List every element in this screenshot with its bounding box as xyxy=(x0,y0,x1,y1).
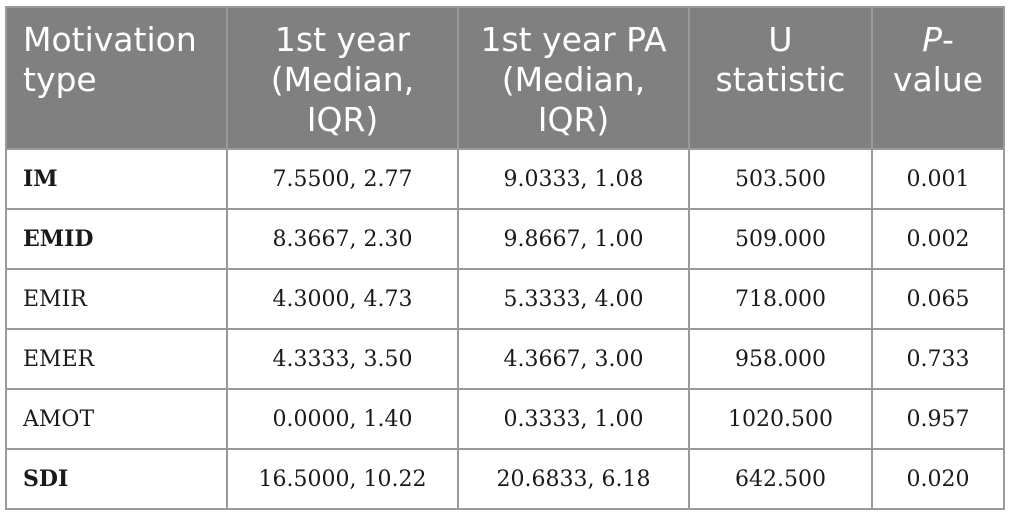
cell-first-year-pa: 4.3667, 3.00 xyxy=(457,328,690,390)
cell-p-value: 0.002 xyxy=(871,208,1005,270)
table-row: EMID 8.3667, 2.30 9.8667, 1.00 509.000 0… xyxy=(5,208,1005,270)
cell-motivation-type: AMOT xyxy=(5,388,228,450)
cell-motivation-type: SDI xyxy=(5,448,228,510)
table-row: AMOT 0.0000, 1.40 0.3333, 1.00 1020.500 … xyxy=(5,388,1005,450)
header-motivation-type-line-1: Motivation xyxy=(23,20,197,59)
header-motivation-type: Motivation type xyxy=(5,6,228,150)
header-first-year-pa-line-2: (Median, xyxy=(501,60,646,99)
cell-first-year: 0.0000, 1.40 xyxy=(226,388,459,450)
header-u-statistic-line-1: U xyxy=(768,20,793,59)
cell-motivation-type: EMER xyxy=(5,328,228,390)
cell-p-value: 0.733 xyxy=(871,328,1005,390)
table-row: EMIR 4.3000, 4.73 5.3333, 4.00 718.000 0… xyxy=(5,268,1005,330)
results-table: Motivation type 1st year (Median, IQR) 1… xyxy=(5,6,1005,510)
header-p-value: P- value xyxy=(871,6,1005,150)
results-table-container: Motivation type 1st year (Median, IQR) 1… xyxy=(5,6,1005,510)
header-p-italic: P xyxy=(922,20,942,59)
header-row: Motivation type 1st year (Median, IQR) 1… xyxy=(5,6,1005,150)
cell-u-statistic: 509.000 xyxy=(688,208,873,270)
cell-first-year: 4.3333, 3.50 xyxy=(226,328,459,390)
cell-p-value: 0.001 xyxy=(871,148,1005,210)
header-u-statistic-line-2: statistic xyxy=(715,60,846,99)
header-p-suffix: - xyxy=(941,20,954,59)
header-motivation-type-line-2: type xyxy=(23,60,97,99)
cell-p-value: 0.065 xyxy=(871,268,1005,330)
table-row: IM 7.5500, 2.77 9.0333, 1.08 503.500 0.0… xyxy=(5,148,1005,210)
header-p-value-line-1: P- xyxy=(873,20,1003,60)
header-first-year-line-3: IQR) xyxy=(306,100,379,139)
cell-p-value: 0.957 xyxy=(871,388,1005,450)
cell-u-statistic: 1020.500 xyxy=(688,388,873,450)
cell-p-value: 0.020 xyxy=(871,448,1005,510)
header-first-year-pa: 1st year PA (Median, IQR) xyxy=(457,6,690,150)
header-u-statistic: U statistic xyxy=(688,6,873,150)
cell-first-year-pa: 0.3333, 1.00 xyxy=(457,388,690,450)
cell-u-statistic: 503.500 xyxy=(688,148,873,210)
header-first-year-pa-line-3: IQR) xyxy=(537,100,610,139)
table-row: SDI 16.5000, 10.22 20.6833, 6.18 642.500… xyxy=(5,448,1005,510)
cell-u-statistic: 958.000 xyxy=(688,328,873,390)
cell-u-statistic: 642.500 xyxy=(688,448,873,510)
cell-motivation-type: IM xyxy=(5,148,228,210)
header-first-year-pa-line-1: 1st year PA xyxy=(480,20,667,59)
cell-first-year: 4.3000, 4.73 xyxy=(226,268,459,330)
cell-motivation-type: EMID xyxy=(5,208,228,270)
table-body: IM 7.5500, 2.77 9.0333, 1.08 503.500 0.0… xyxy=(5,148,1005,510)
cell-first-year: 16.5000, 10.22 xyxy=(226,448,459,510)
cell-first-year-pa: 9.8667, 1.00 xyxy=(457,208,690,270)
cell-first-year-pa: 20.6833, 6.18 xyxy=(457,448,690,510)
table-row: EMER 4.3333, 3.50 4.3667, 3.00 958.000 0… xyxy=(5,328,1005,390)
cell-u-statistic: 718.000 xyxy=(688,268,873,330)
table-header: Motivation type 1st year (Median, IQR) 1… xyxy=(5,6,1005,150)
header-first-year: 1st year (Median, IQR) xyxy=(226,6,459,150)
cell-first-year-pa: 5.3333, 4.00 xyxy=(457,268,690,330)
header-p-value-line-2: value xyxy=(892,60,984,99)
cell-first-year-pa: 9.0333, 1.08 xyxy=(457,148,690,210)
cell-motivation-type: EMIR xyxy=(5,268,228,330)
header-first-year-line-2: (Median, xyxy=(270,60,415,99)
cell-first-year: 8.3667, 2.30 xyxy=(226,208,459,270)
header-first-year-line-1: 1st year xyxy=(274,20,411,59)
cell-first-year: 7.5500, 2.77 xyxy=(226,148,459,210)
